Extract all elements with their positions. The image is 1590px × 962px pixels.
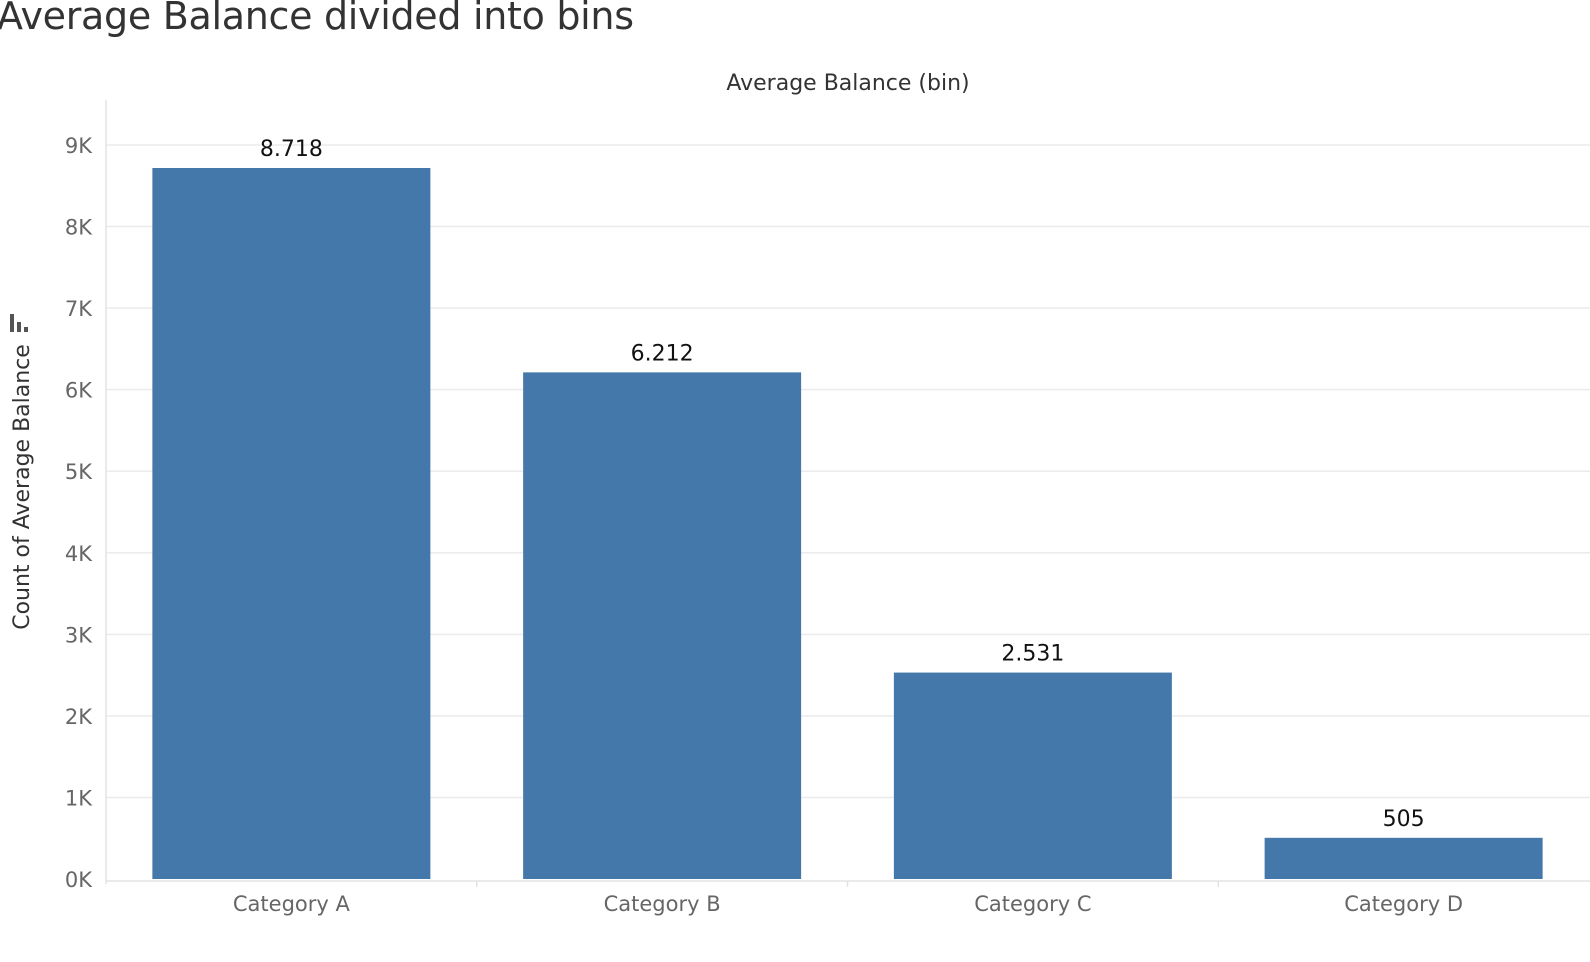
bar[interactable]	[1264, 837, 1543, 879]
x-tick-label: Category C	[974, 892, 1091, 916]
y-tick-label: 2K	[65, 705, 93, 729]
y-axis-title-group: Count of Average Balance	[10, 344, 35, 630]
x-axis-title: Average Balance (bin)	[726, 71, 969, 96]
y-tick-label: 6K	[65, 379, 93, 403]
bars	[152, 167, 1543, 880]
y-tick-label: 9K	[65, 134, 93, 158]
data-label: 6.212	[631, 341, 694, 366]
bar[interactable]	[893, 672, 1172, 879]
y-tick-label: 8K	[65, 216, 93, 240]
chart-title: Average Balance divided into bins	[0, 0, 634, 38]
y-axis-title: Count of Average Balance	[10, 344, 35, 630]
bar[interactable]	[523, 372, 802, 879]
y-tick-label: 0K	[65, 868, 93, 892]
y-tick-label: 4K	[65, 542, 93, 566]
x-tick-label: Category A	[233, 892, 351, 916]
y-tick-label: 5K	[65, 460, 93, 484]
data-labels: 8.718 6.212 2.531 505	[260, 137, 1425, 832]
y-tick-label: 7K	[65, 297, 93, 321]
x-tick-label: Category D	[1344, 892, 1463, 916]
y-tick-label: 3K	[65, 623, 93, 647]
axes: 0K 1K 2K 3K 4K 5K 6K 7K 8K 9K Category A Category B…	[65, 100, 1590, 916]
bar[interactable]	[152, 167, 431, 880]
y-tick-label: 1K	[65, 786, 93, 810]
data-label: 505	[1383, 807, 1425, 832]
sort-icon[interactable]	[10, 314, 28, 332]
data-label: 8.718	[260, 137, 323, 162]
x-tick-label: Category B	[604, 892, 721, 916]
data-label: 2.531	[1001, 642, 1064, 667]
